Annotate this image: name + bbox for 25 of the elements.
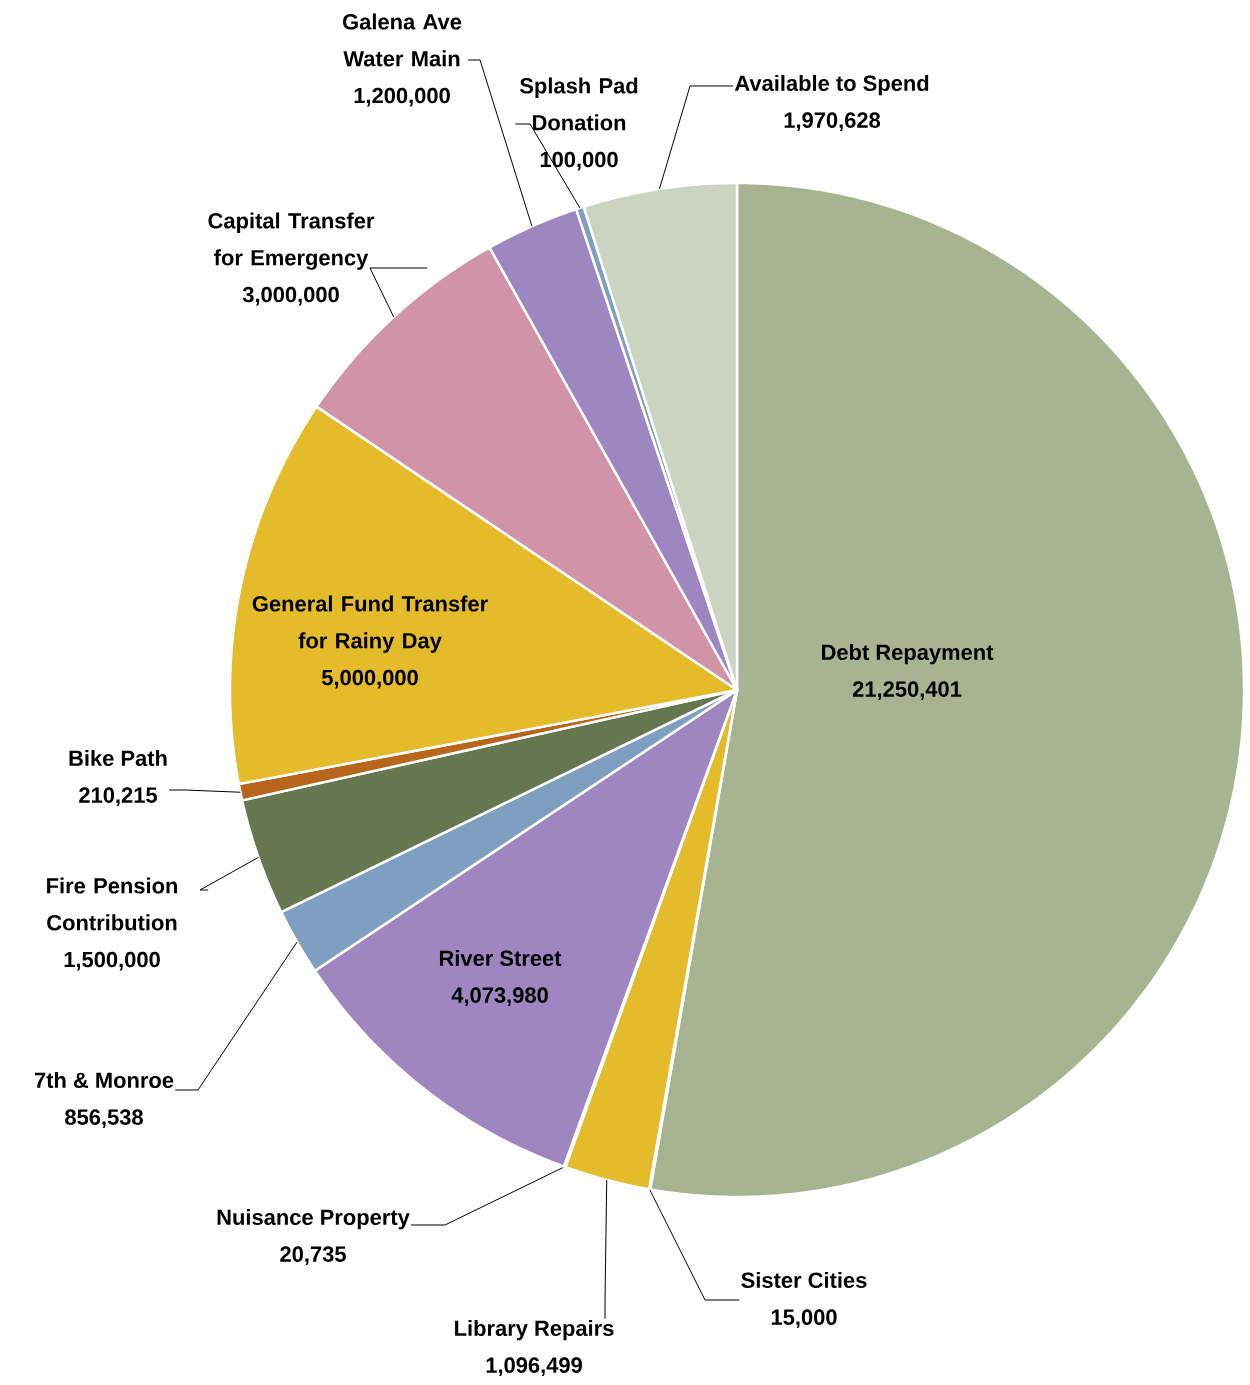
- data-label: 1,096,499: [486, 1357, 582, 1377]
- slice-label: Bike Path: [69, 749, 167, 767]
- data-label: 1,200,000: [354, 87, 450, 107]
- data-label: 21,250,401: [852, 681, 962, 701]
- slice-label: Library Repairs: [455, 1319, 614, 1341]
- data-label: 4,073,980: [451, 987, 548, 1007]
- slice-label: Galena Ave Water Main: [343, 13, 462, 67]
- slice-label: Splash Pad Donation: [519, 77, 638, 131]
- data-label: 20,735: [280, 1246, 346, 1266]
- slice-label: River Street: [439, 949, 562, 967]
- data-label: 15,000: [771, 1309, 837, 1329]
- slice-label: Capital Transfer for Emergency: [208, 212, 375, 270]
- slice-label: Debt Repayment: [822, 643, 994, 665]
- data-label: 1,970,628: [784, 112, 881, 132]
- slice-label: 7th & Monroe: [34, 1071, 174, 1089]
- slice-label: Nuisance Property: [217, 1208, 410, 1230]
- slice-label: Sister Cities: [741, 1271, 867, 1289]
- slice-label: General Fund Transfer for Rainy Day: [252, 595, 488, 653]
- data-label: 210,215: [79, 787, 157, 807]
- data-label: 1,500,000: [64, 951, 160, 971]
- slice-label: Available to Spend: [734, 74, 929, 96]
- data-label: 5,000,000: [321, 669, 418, 689]
- data-label: 856,538: [65, 1109, 143, 1129]
- data-label: 3,000,000: [242, 286, 339, 306]
- slice-label: Fire Pension Contribution: [47, 877, 178, 931]
